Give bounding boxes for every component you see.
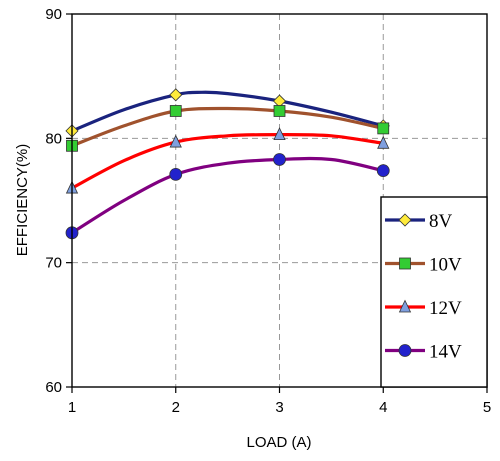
- data-point: [169, 105, 182, 117]
- series-line: [70, 156, 385, 235]
- legend-label: 14V: [429, 342, 462, 363]
- legend-swatch-marker: [399, 257, 411, 270]
- data-point: [273, 153, 286, 166]
- legend-item-14v: 14V: [385, 342, 462, 363]
- legend-item-8v: 8V: [385, 211, 453, 232]
- x-tick-label: 1: [68, 399, 76, 416]
- legend-swatch-marker: [398, 213, 412, 227]
- y-axis-title: EFFICIENCY(%): [14, 144, 31, 257]
- axis-ticks: 1 2 3 4 5 60 70 80 90: [45, 6, 491, 416]
- y-tick-label: 60: [45, 379, 62, 396]
- data-point: [377, 122, 390, 135]
- data-point: [169, 167, 183, 181]
- data-point: [273, 105, 286, 117]
- data-point: [377, 135, 390, 149]
- y-tick-label: 70: [45, 255, 62, 272]
- series-line: [70, 90, 385, 133]
- legend-swatch-marker: [398, 344, 412, 357]
- series-8v: [65, 88, 390, 138]
- x-tick-label: 3: [275, 399, 283, 416]
- y-tick-label: 90: [45, 6, 62, 23]
- x-axis-title: LOAD (A): [246, 434, 311, 451]
- legend-swatch-marker: [398, 299, 412, 313]
- data-point: [376, 164, 390, 178]
- data-point: [273, 127, 286, 141]
- y-tick-label: 80: [45, 130, 62, 147]
- data-point: [169, 134, 182, 148]
- data-point: [169, 88, 183, 102]
- legend-item-12v: 12V: [385, 298, 462, 319]
- legend-box: [380, 196, 488, 388]
- legend: 8V 10V 12V 14V: [380, 196, 488, 388]
- legend-label: 12V: [429, 298, 462, 319]
- series-line: [70, 132, 385, 190]
- legend-item-10v: 10V: [385, 255, 462, 276]
- x-tick-label: 2: [172, 399, 180, 416]
- legend-label: 8V: [429, 211, 453, 232]
- series-line: [70, 106, 385, 148]
- x-tick-label: 5: [483, 399, 491, 416]
- legend-label: 10V: [429, 255, 462, 276]
- x-tick-label: 4: [379, 399, 387, 416]
- series-layer: [65, 88, 390, 240]
